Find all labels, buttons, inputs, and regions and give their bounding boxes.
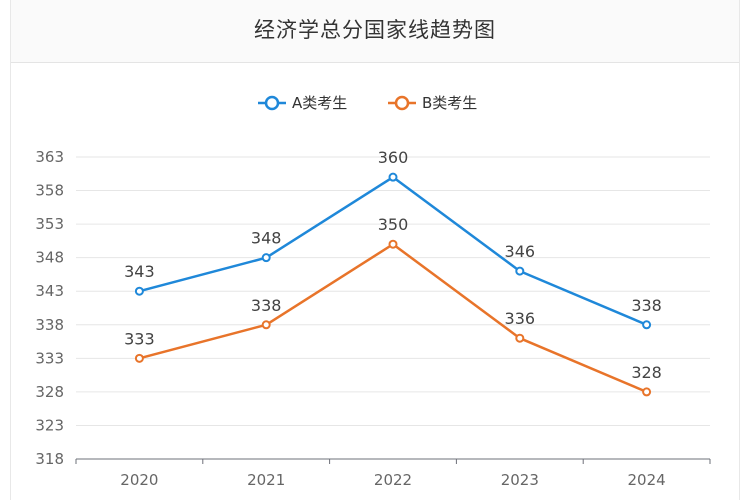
series-a: 343 348 360 346 338 (124, 148, 662, 330)
data-point (642, 387, 652, 397)
y-tick-label: 358 (35, 182, 64, 200)
data-label: 343 (124, 262, 155, 281)
legend-label: A类考生 (292, 94, 347, 112)
y-tick-label: 348 (35, 249, 64, 267)
y-tick-label: 328 (35, 383, 64, 401)
data-label: 360 (378, 148, 409, 167)
data-label: 336 (505, 309, 536, 328)
data-label: 338 (251, 296, 282, 315)
y-tick-label: 333 (35, 349, 64, 367)
chart-card: 经济学总分国家线趋势图 (10, 0, 740, 500)
grid-lines (76, 156, 710, 426)
legend-item-a[interactable]: A类考生 (258, 94, 347, 112)
data-point (515, 266, 525, 276)
legend-marker (264, 95, 280, 111)
data-point (515, 333, 525, 343)
data-label: 348 (251, 229, 282, 248)
data-label: 328 (631, 363, 662, 382)
y-tick-label: 323 (35, 416, 64, 434)
data-point (134, 286, 144, 296)
x-tick-label: 2024 (628, 471, 666, 489)
x-axis: 2020 2021 2022 2023 2024 (75, 458, 711, 489)
data-point (388, 172, 398, 182)
data-label: 346 (505, 242, 536, 261)
y-tick-label: 338 (35, 316, 64, 334)
y-tick-label: 353 (35, 215, 64, 233)
y-axis: 318 323 328 333 338 343 348 353 358 363 (35, 148, 64, 468)
x-tick-label: 2021 (247, 471, 285, 489)
data-label: 350 (378, 215, 409, 234)
data-point (261, 253, 271, 263)
x-tick-label: 2020 (120, 471, 158, 489)
series-line (139, 175, 648, 326)
chart-title: 经济学总分国家线趋势图 (254, 18, 496, 42)
y-tick-label: 363 (35, 148, 64, 166)
x-tick-label: 2023 (501, 471, 539, 489)
series-line (139, 242, 648, 394)
data-label: 338 (631, 296, 662, 315)
series-layer: 343 348 360 346 338 333 338 350 336 328 (124, 148, 662, 397)
legend-item-b[interactable]: B类考生 (388, 94, 477, 112)
x-tick-label: 2022 (374, 471, 412, 489)
y-tick-label: 343 (35, 282, 64, 300)
legend-label: B类考生 (422, 94, 477, 112)
data-point (261, 320, 271, 330)
series-b: 333 338 350 336 328 (124, 215, 662, 397)
legend-marker (394, 95, 410, 111)
data-point (134, 353, 144, 363)
data-label: 333 (124, 329, 155, 348)
legend[interactable]: A类考生 B类考生 (258, 94, 477, 112)
data-point (642, 320, 652, 330)
title-bar: 经济学总分国家线趋势图 (11, 0, 739, 63)
data-point (388, 239, 398, 249)
y-tick-label: 318 (35, 450, 64, 468)
